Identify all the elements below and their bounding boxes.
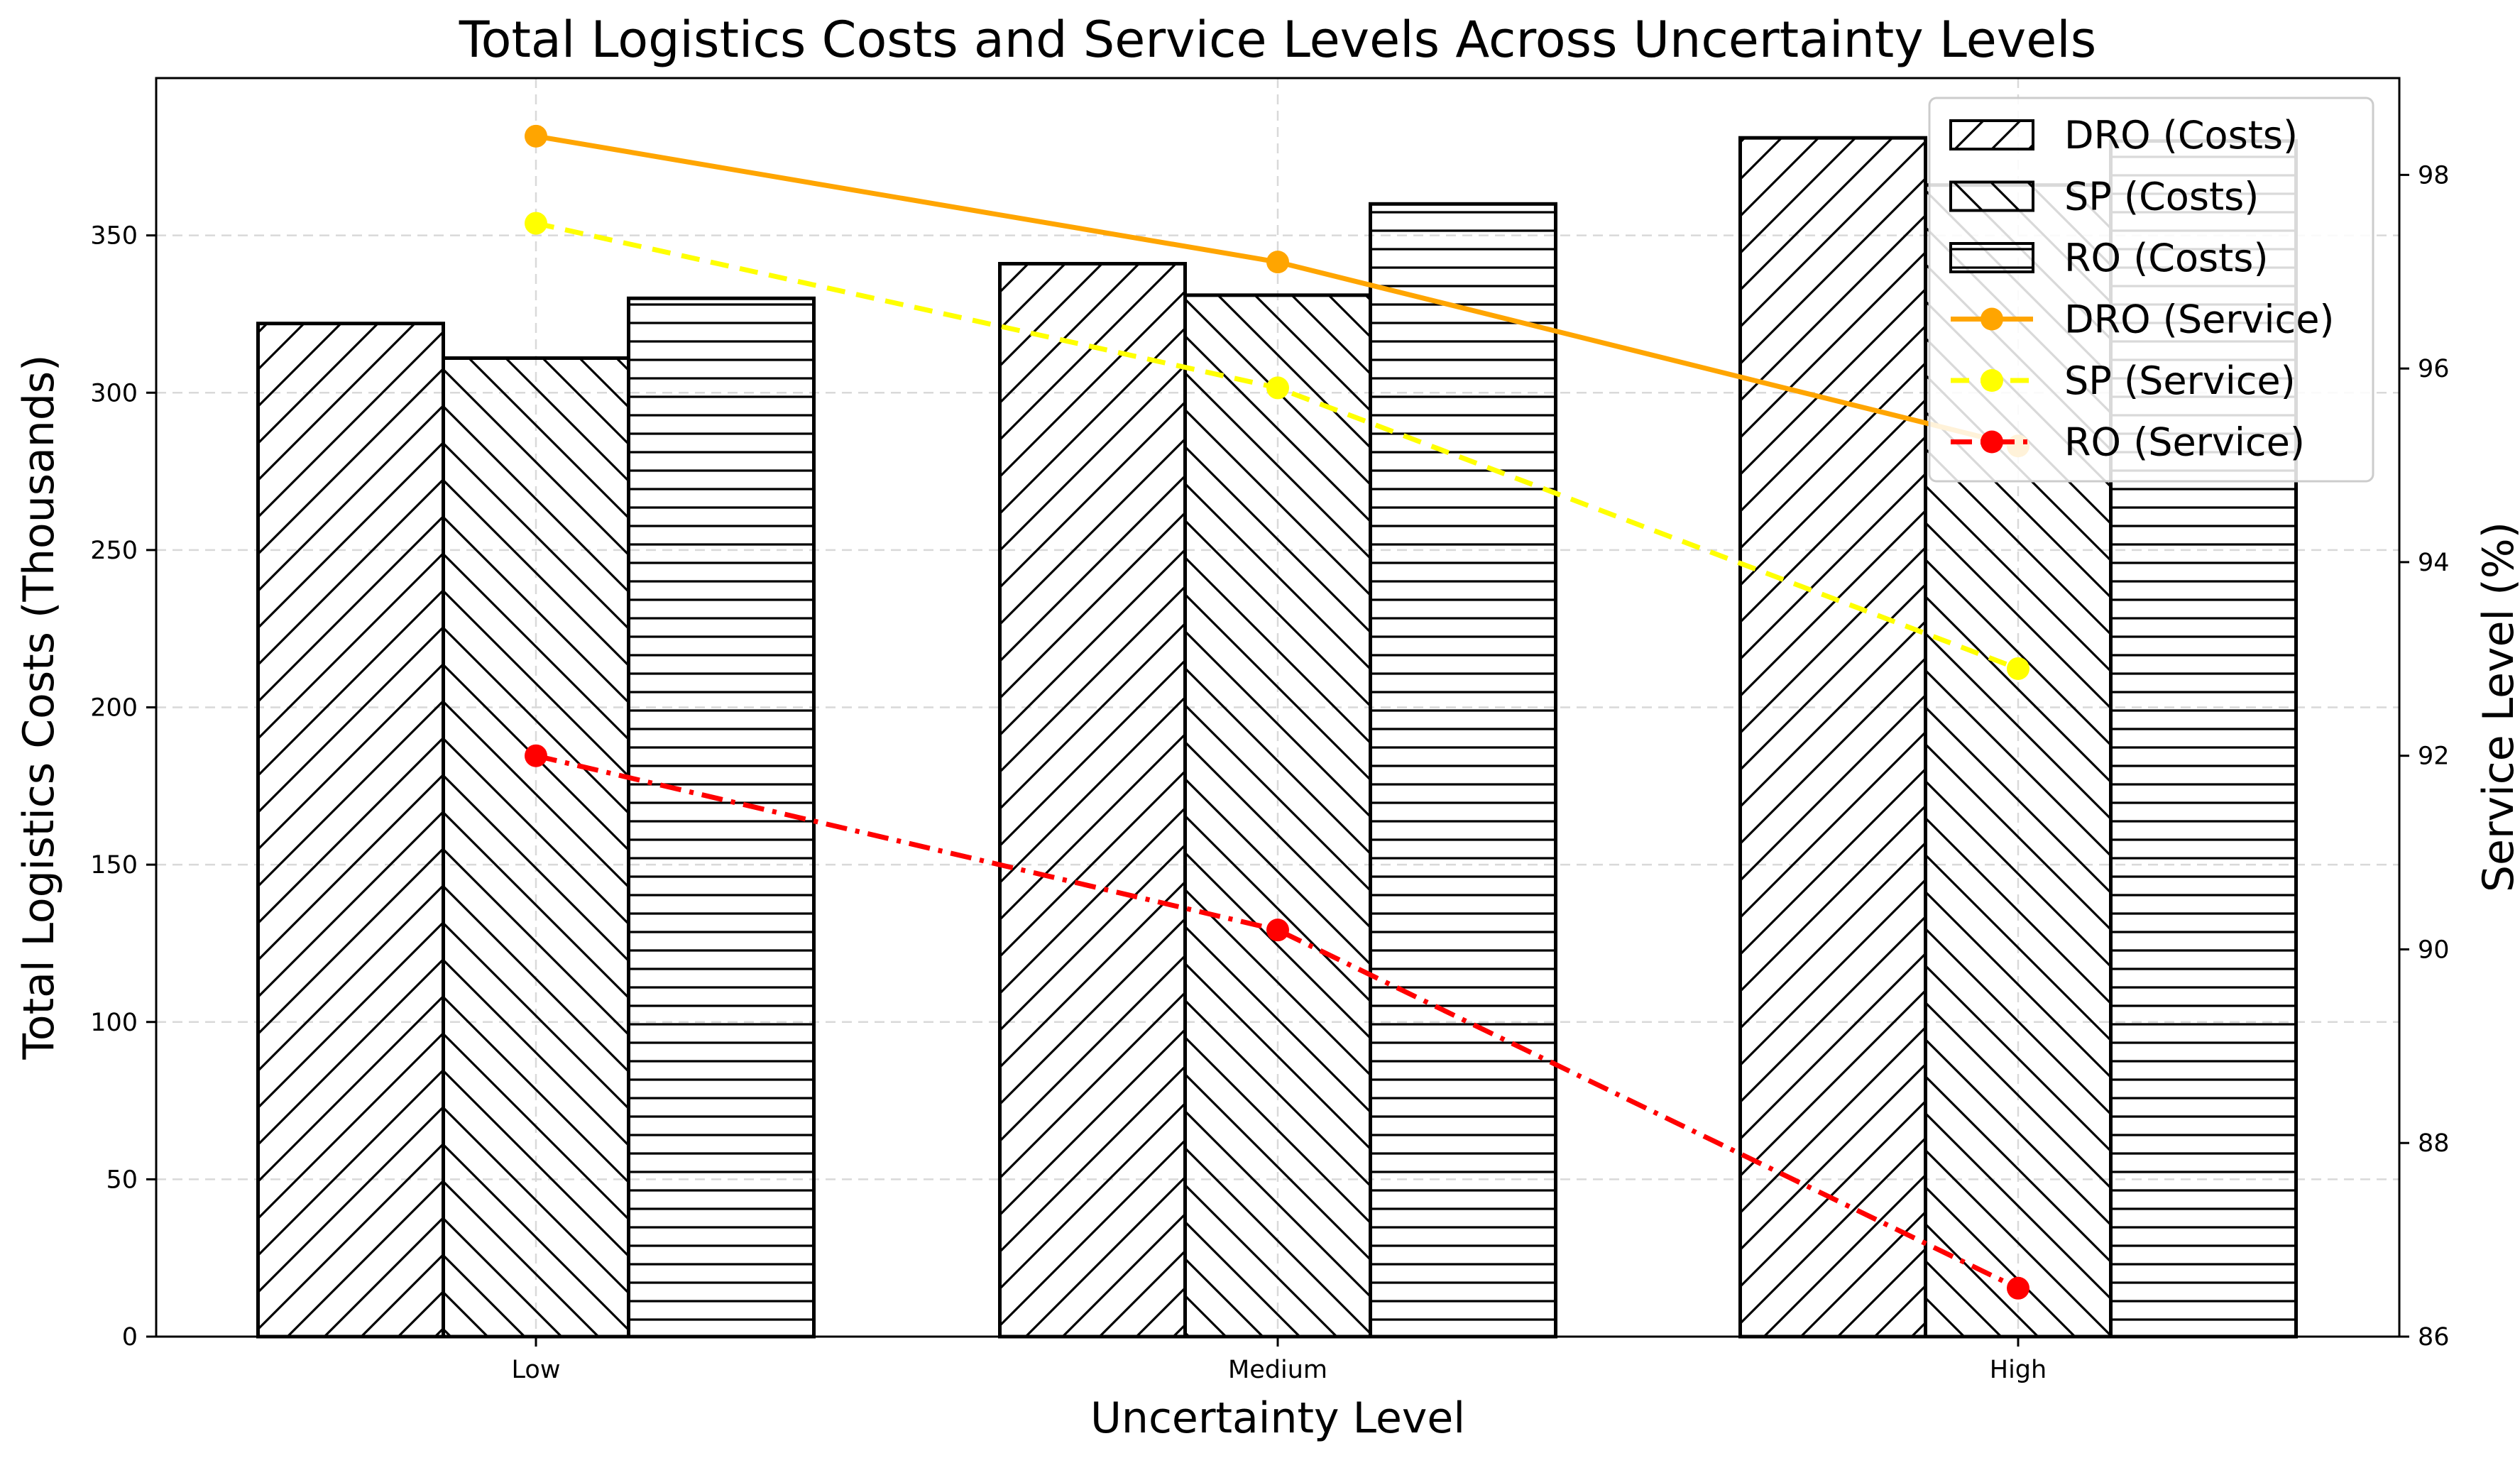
y-tick-label: 350 xyxy=(90,222,138,251)
x-tick-label-medium: Medium xyxy=(1228,1356,1327,1384)
right-axis-ticks: 86 88 90 92 94 96 98 xyxy=(2399,161,2450,1352)
bar-ro-costs-low xyxy=(627,296,816,1339)
bar-sp-costs-low xyxy=(442,356,630,1339)
x-axis-label: Uncertainty Level xyxy=(1090,1393,1465,1443)
bar-sp-costs-medium xyxy=(1183,293,1372,1339)
point-dro-service-low xyxy=(525,124,547,148)
y-tick-label: 0 xyxy=(122,1323,138,1352)
legend-marker-sp-service xyxy=(1981,369,2003,392)
legend-label-sp-costs: SP (Costs) xyxy=(2064,175,2259,219)
x-tick-label-low: Low xyxy=(512,1356,561,1384)
chart-title: Total Logistics Costs and Service Levels… xyxy=(459,11,2096,69)
bar-ro-costs-medium xyxy=(1369,202,1557,1339)
y-right-tick-label: 94 xyxy=(2418,549,2450,577)
point-dro-service-medium xyxy=(1266,251,1289,274)
y-axis-label-right: Service Level (%) xyxy=(2474,522,2520,892)
legend-marker-ro-service xyxy=(1981,430,2003,454)
legend-box xyxy=(1928,97,2374,483)
x-tick-label-high: High xyxy=(1990,1356,2047,1384)
x-axis-ticks: Low Medium High xyxy=(512,1337,2047,1384)
bar-dro-costs-medium xyxy=(998,262,1187,1339)
left-axis-ticks: 0 50 100 150 200 250 300 350 xyxy=(90,222,156,1352)
point-ro-service-low xyxy=(525,744,547,767)
legend: DRO (Costs) SP (Costs) RO (Costs) DRO (Serv… xyxy=(1928,97,2374,483)
y-tick-label: 100 xyxy=(90,1009,138,1037)
legend-marker-dro-service xyxy=(1981,307,2003,331)
y-tick-label: 300 xyxy=(90,379,138,407)
line-ro-service xyxy=(535,753,2020,1290)
legend-label-ro-costs: RO (Costs) xyxy=(2064,236,2269,280)
service-lines xyxy=(525,124,2029,1300)
bars xyxy=(256,136,2298,1339)
point-sp-service-high xyxy=(2007,657,2029,680)
y-right-tick-label: 96 xyxy=(2418,355,2450,383)
y-axis-label-left: Total Logistics Costs (Thousands) xyxy=(14,354,64,1060)
legend-label-ro-service: RO (Service) xyxy=(2064,420,2305,465)
point-ro-service-medium xyxy=(1266,919,1289,942)
bar-dro-costs-low xyxy=(256,322,445,1339)
y-right-tick-label: 86 xyxy=(2418,1323,2450,1352)
legend-label-dro-service: DRO (Service) xyxy=(2064,297,2334,342)
legend-swatch-dro-costs xyxy=(1949,119,2034,150)
y-right-tick-label: 90 xyxy=(2418,936,2450,964)
legend-label-sp-service: SP (Service) xyxy=(2064,358,2296,403)
y-tick-label: 50 xyxy=(106,1166,138,1194)
point-sp-service-medium xyxy=(1266,376,1289,400)
legend-label-dro-costs: DRO (Costs) xyxy=(2064,113,2298,158)
y-tick-label: 250 xyxy=(90,537,138,565)
legend-swatch-sp-costs xyxy=(1949,180,2034,212)
y-tick-label: 200 xyxy=(90,694,138,723)
point-sp-service-low xyxy=(525,212,547,235)
legend-swatch-ro-costs xyxy=(1949,242,2034,273)
point-ro-service-high xyxy=(2007,1276,2029,1300)
y-right-tick-label: 88 xyxy=(2418,1129,2450,1158)
y-tick-label: 150 xyxy=(90,851,138,879)
bar-dro-costs-high xyxy=(1738,136,1927,1339)
y-right-tick-label: 98 xyxy=(2418,161,2450,190)
y-right-tick-label: 92 xyxy=(2418,742,2450,771)
